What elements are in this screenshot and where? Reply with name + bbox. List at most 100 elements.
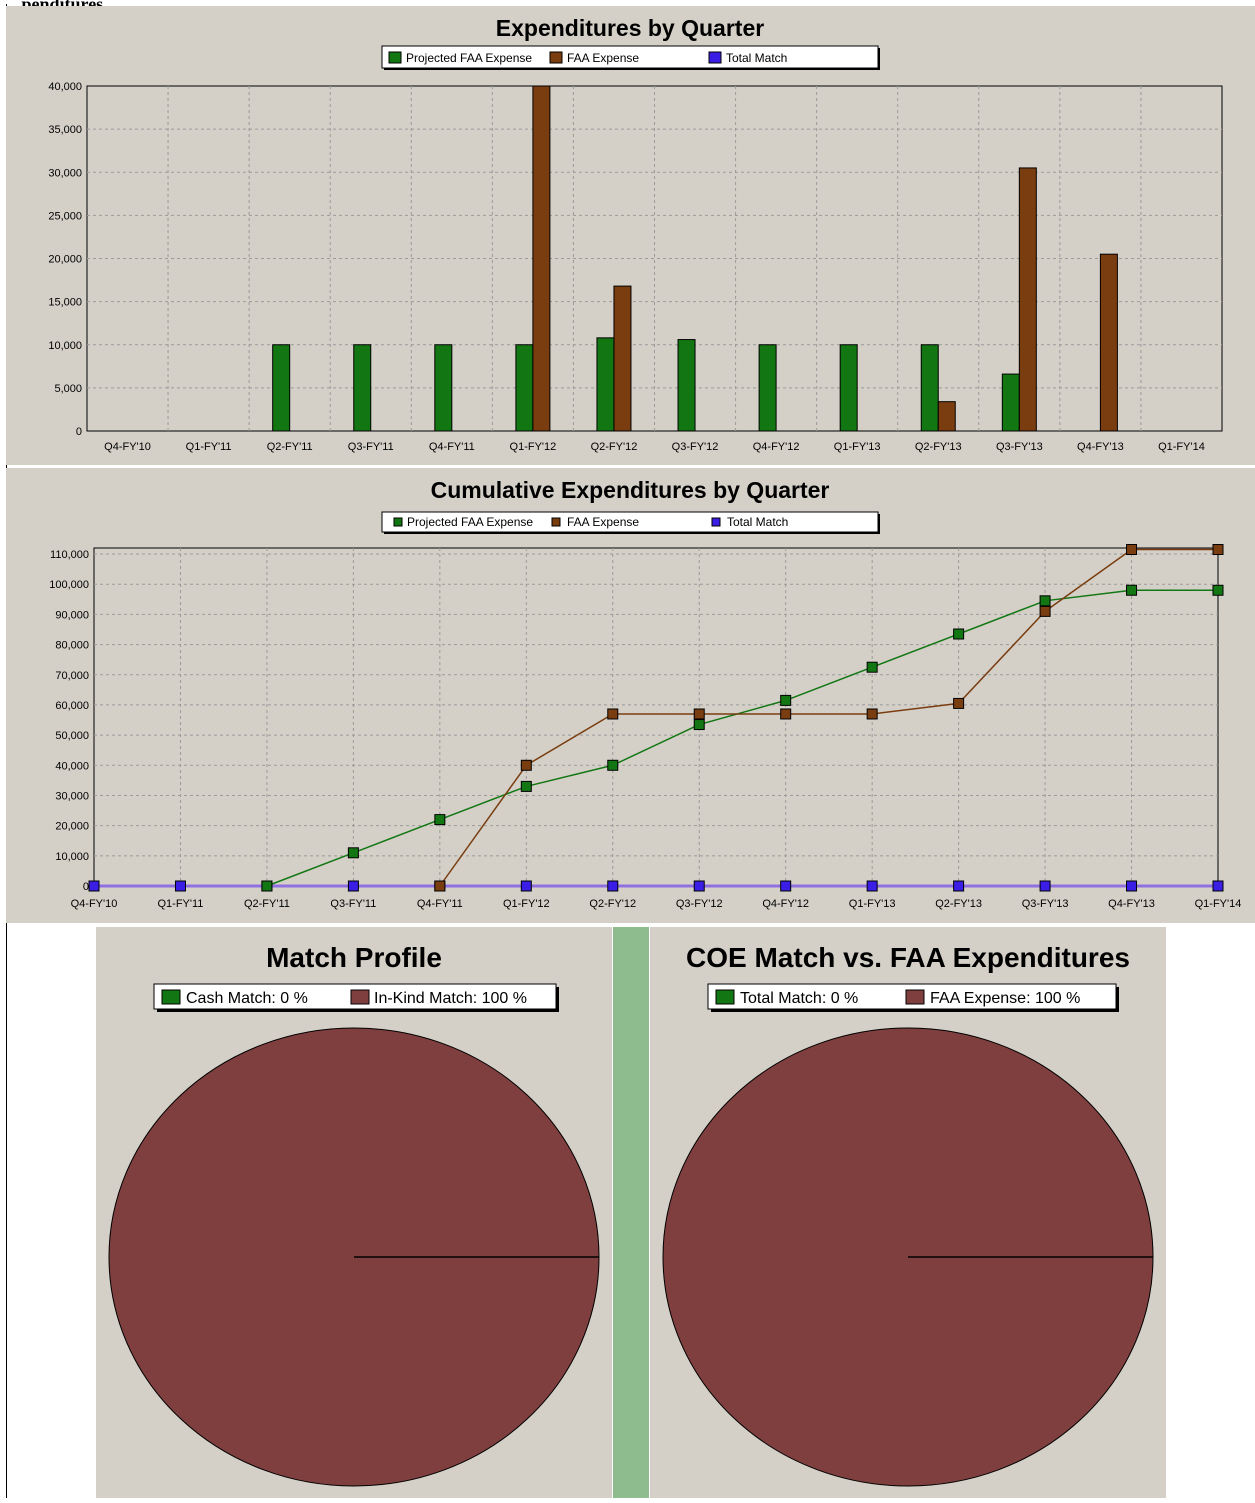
point-match	[607, 880, 619, 892]
pie-chart-coe-match: COE Match vs. FAA Expenditures Total Mat…	[662, 942, 1154, 1487]
x-tick-label: Q4-FY'11	[429, 441, 475, 453]
x-tick-label: Q2-FY'12	[591, 441, 638, 453]
point-projected	[520, 780, 532, 792]
point-faa	[780, 708, 792, 720]
point-faa	[693, 708, 705, 720]
bar-chart: Expenditures by Quarter Projected FAA Ex…	[48, 15, 1223, 453]
point-projected	[780, 694, 792, 706]
series-line-projected	[266, 589, 1218, 887]
legend-swatch-match	[711, 517, 721, 527]
legend: Projected FAA Expense FAA Expense Total …	[381, 45, 880, 70]
legend-label-faa: FAA Expense	[567, 515, 639, 529]
point-projected	[607, 759, 619, 771]
x-tick-label: Q1-FY'11	[186, 441, 232, 453]
point-match	[780, 880, 792, 892]
point-match	[88, 880, 100, 892]
point-faa	[434, 880, 446, 892]
bar-projected	[434, 344, 453, 432]
x-tick-label: Q4-FY'13	[1077, 441, 1124, 453]
chart-title: COE Match vs. FAA Expenditures	[686, 942, 1130, 973]
point-projected	[347, 847, 359, 859]
y-tick-label: 70,000	[55, 670, 89, 682]
y-tick-label: 100,000	[49, 579, 89, 591]
bar-faa	[1099, 253, 1118, 432]
x-tick-label: Q3-FY'12	[676, 898, 723, 910]
y-tick-label: 10,000	[48, 340, 82, 352]
pie-chart-match-profile: Match Profile Cash Match: 0 % In-Kind Ma…	[108, 942, 600, 1487]
x-tick-label: Q1-FY'13	[849, 898, 896, 910]
x-tick-label: Q3-FY'11	[348, 441, 394, 453]
legend-label-projected: Projected FAA Expense	[406, 51, 532, 65]
x-tick-label: Q3-FY'11	[330, 898, 376, 910]
bar-faa	[532, 85, 551, 432]
legend-label-total-match: Total Match: 0 %	[740, 990, 858, 1007]
y-tick-label: 20,000	[48, 254, 82, 266]
pie-chart-panel-coe-match: COE Match vs. FAA Expenditures Total Mat…	[650, 927, 1166, 1498]
y-tick-label: 5,000	[54, 383, 82, 395]
legend-swatch-projected	[388, 51, 402, 64]
bar-projected	[353, 344, 372, 432]
x-tick-label: Q1-FY'12	[510, 441, 557, 453]
x-tick-label: Q3-FY'12	[672, 441, 719, 453]
x-tick-label: Q2-FY'11	[244, 898, 290, 910]
point-faa	[953, 697, 965, 709]
x-tick-label: Q2-FY'12	[589, 898, 636, 910]
y-tick-label: 35,000	[48, 124, 82, 136]
pie-slices	[662, 1027, 1154, 1487]
point-match	[347, 880, 359, 892]
x-tick-label: Q4-FY'11	[417, 898, 463, 910]
point-match	[174, 880, 186, 892]
pie-divider	[613, 927, 649, 1498]
point-match	[693, 880, 705, 892]
x-tick-label: Q1-FY'11	[158, 898, 204, 910]
point-projected	[866, 661, 878, 673]
legend-swatch-faa	[549, 51, 563, 64]
y-tick-label: 30,000	[55, 790, 89, 802]
legend-swatch-total-match	[715, 989, 735, 1005]
legend-label-faa-expense: FAA Expense: 100 %	[930, 990, 1080, 1007]
series-line-faa	[439, 548, 1218, 887]
point-match	[866, 880, 878, 892]
y-tick-label: 50,000	[55, 730, 89, 742]
bar-chart-panel: Expenditures by Quarter Projected FAA Ex…	[6, 6, 1255, 465]
point-faa	[866, 708, 878, 720]
legend-swatch-cash	[161, 989, 181, 1005]
y-tick-label: 110,000	[50, 549, 89, 561]
pie-slices	[108, 1027, 600, 1487]
x-tick-label: Q1-FY'14	[1158, 441, 1205, 453]
y-tick-label: 40,000	[48, 81, 82, 93]
x-tick-label: Q4-FY'12	[762, 898, 809, 910]
line-chart: Cumulative Expenditures by Quarter Proje…	[49, 477, 1241, 910]
bar-projected	[758, 344, 777, 432]
y-tick-label: 40,000	[55, 760, 89, 772]
point-faa	[1126, 544, 1138, 556]
point-faa	[1212, 544, 1224, 556]
point-projected	[261, 880, 273, 892]
bar-faa	[937, 401, 956, 432]
x-tick-label: Q4-FY'10	[104, 441, 151, 453]
x-tick-label: Q2-FY'11	[267, 441, 313, 453]
legend-label-inkind: In-Kind Match: 100 %	[374, 990, 527, 1007]
legend-label-cash: Cash Match: 0 %	[186, 990, 308, 1007]
legend: Projected FAA Expense FAA Expense Total …	[381, 511, 880, 534]
point-projected	[1039, 595, 1051, 607]
legend-swatch-inkind	[350, 989, 370, 1005]
bar-projected	[596, 337, 615, 432]
x-tick-label: Q4-FY'13	[1108, 898, 1155, 910]
x-tick-label: Q3-FY'13	[1022, 898, 1069, 910]
x-tick-label: Q1-FY'13	[834, 441, 881, 453]
bar-faa	[613, 285, 632, 432]
y-tick-label: 90,000	[55, 609, 89, 621]
point-match	[1126, 880, 1138, 892]
y-tick-label: 60,000	[55, 700, 89, 712]
x-tick-label: Q2-FY'13	[915, 441, 962, 453]
point-match	[520, 880, 532, 892]
legend-label-match: Total Match	[726, 51, 787, 65]
y-tick-label: 15,000	[48, 297, 82, 309]
pie-chart-panel-match-profile: Match Profile Cash Match: 0 % In-Kind Ma…	[96, 927, 612, 1498]
y-tick-label: 0	[83, 881, 89, 893]
legend: Cash Match: 0 % In-Kind Match: 100 %	[153, 983, 559, 1012]
plot-area: 0 5,000 10,000 15,000 20,000 25,000 30,000 35,0…	[48, 81, 1223, 453]
point-projected	[693, 719, 705, 731]
bar-projected	[677, 339, 696, 432]
